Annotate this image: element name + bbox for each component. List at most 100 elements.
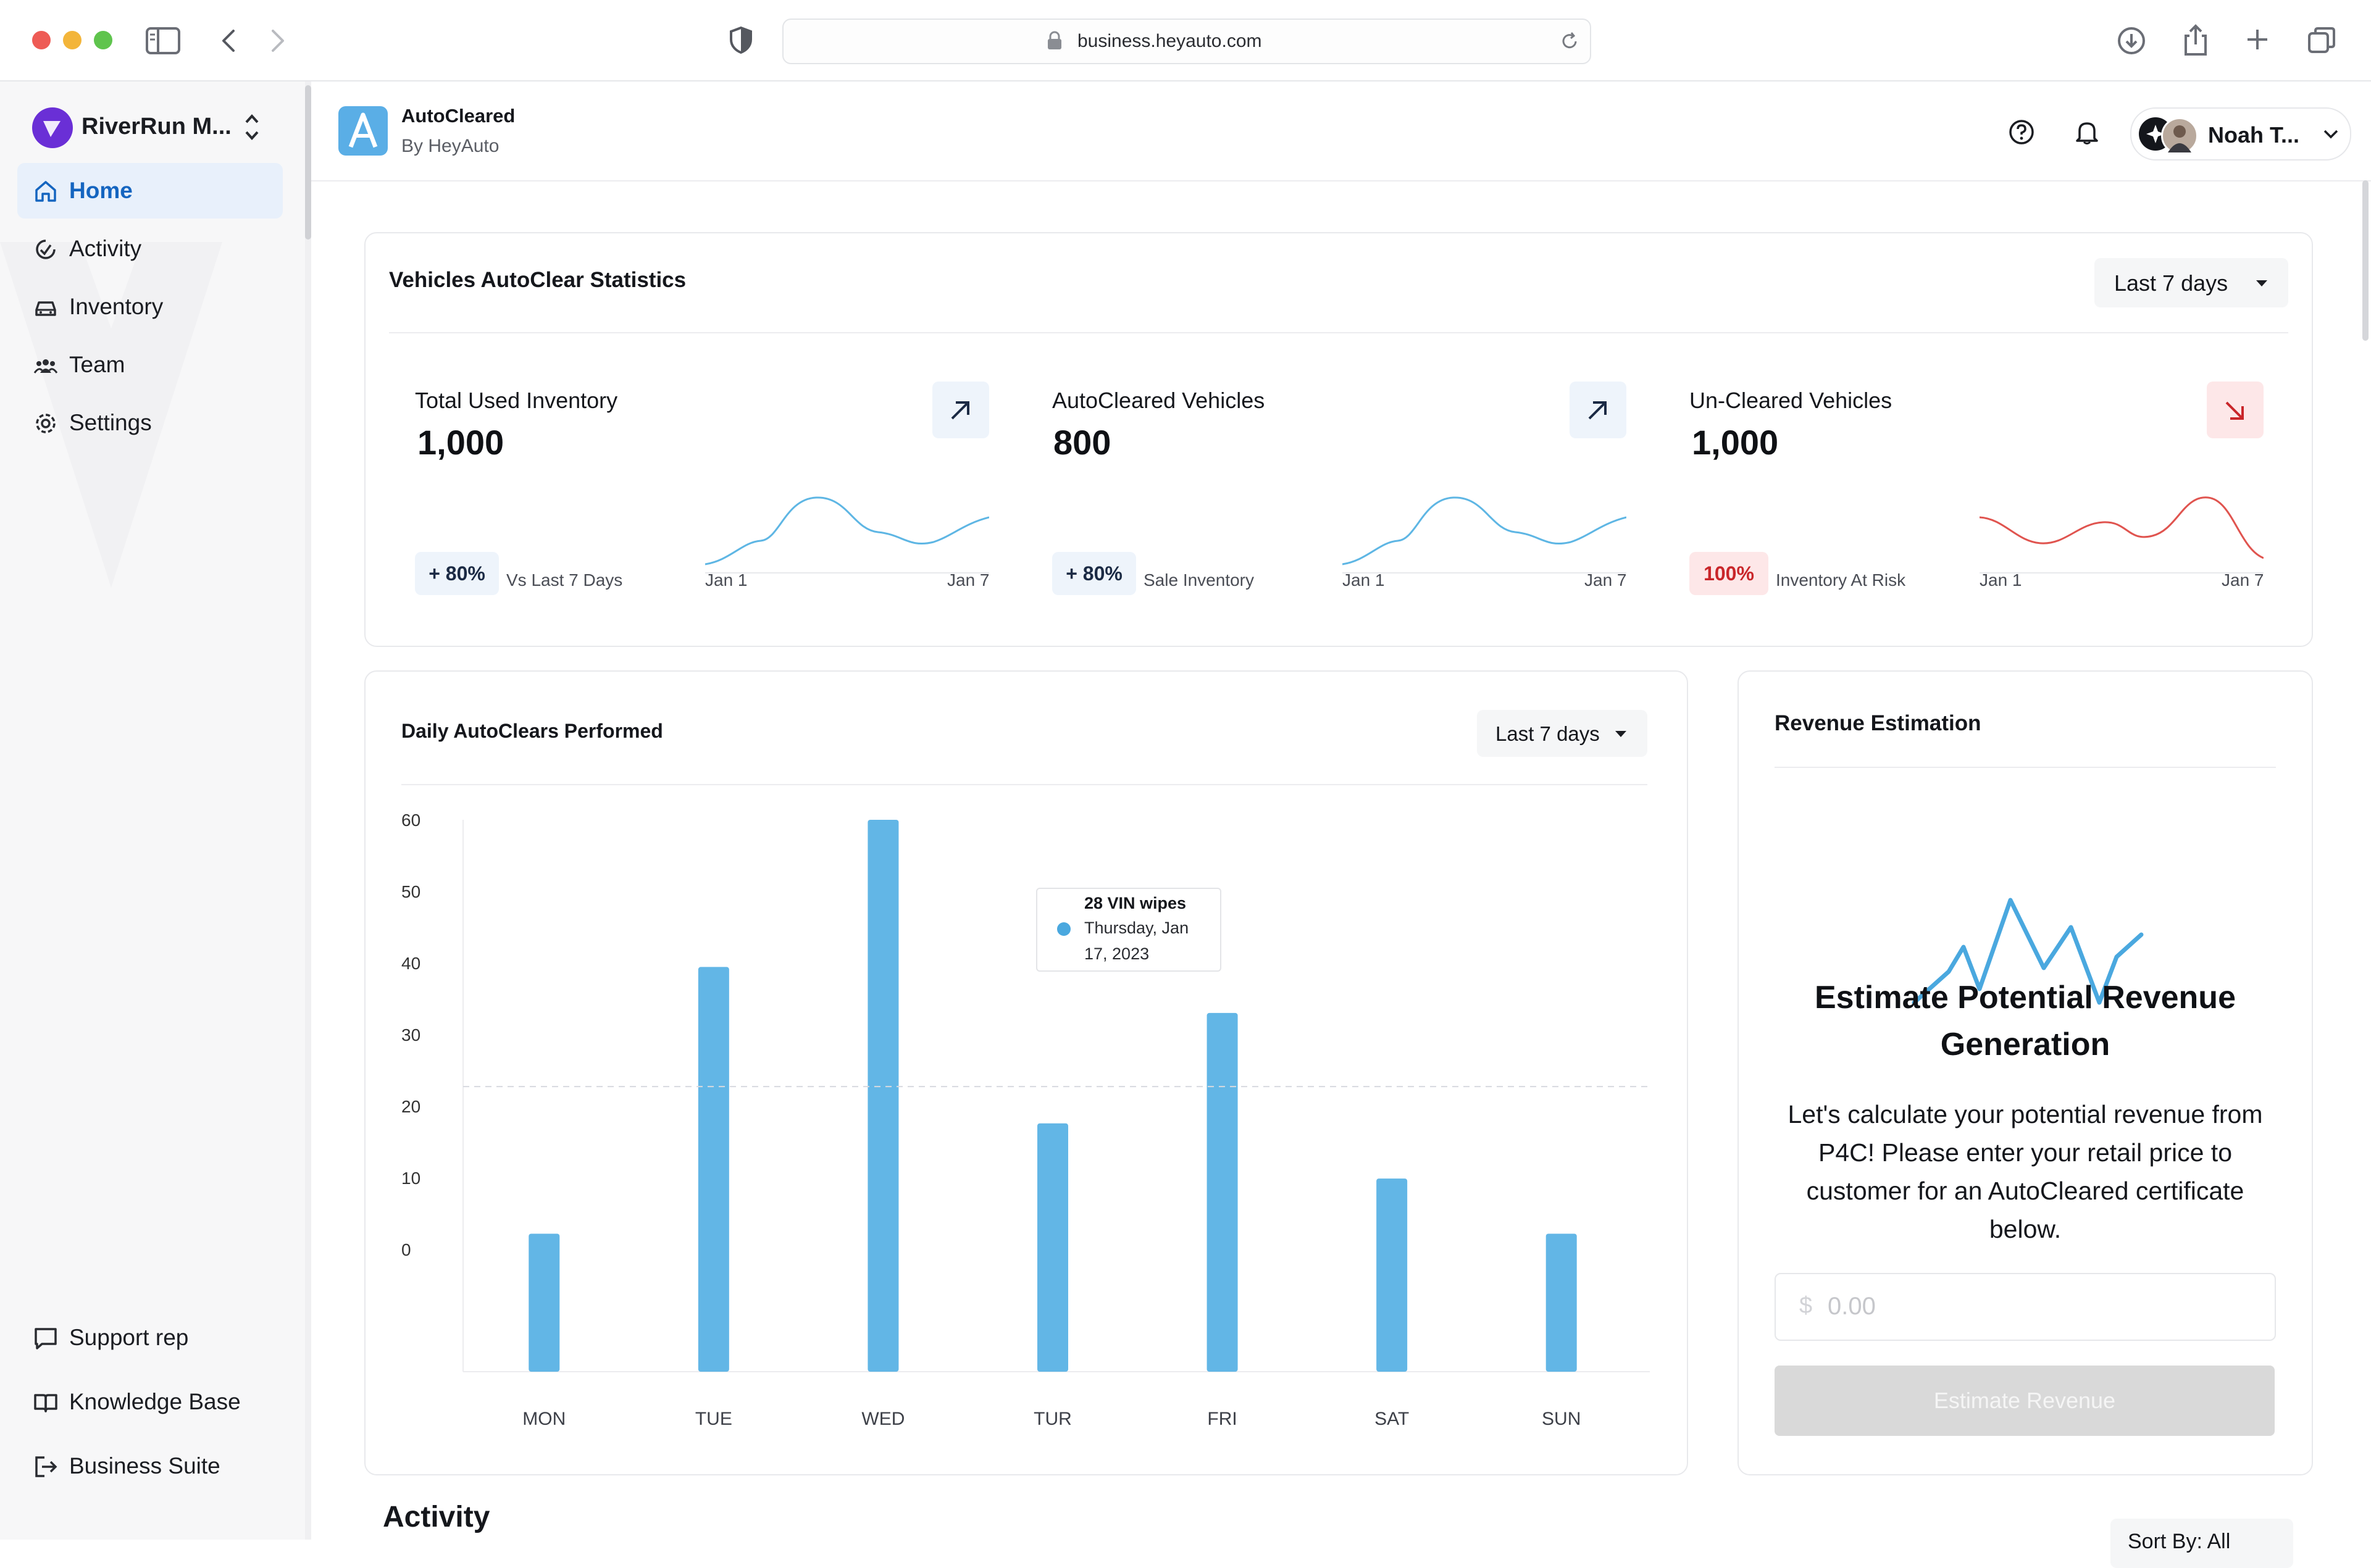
sparkline-chart [705,496,989,573]
sidebar-toggle-icon[interactable] [146,27,180,54]
org-name[interactable]: RiverRun M... [82,114,232,140]
stat-uncleared-vehicles: Un-Cleared Vehicles 1,000 100% Inventory… [1689,382,2270,628]
estimate-revenue-button[interactable]: Estimate Revenue [1775,1366,2275,1436]
tab-overview-icon[interactable] [2307,26,2336,56]
home-icon [35,181,56,202]
y-tick-label: 10 [401,1169,420,1188]
chart-tooltip: 28 VIN wipes Thursday, Jan 17, 2023 [1036,888,1221,972]
tooltip-line1: Thursday, Jan [1084,919,1189,937]
x-tick-label: FRI [1207,1409,1237,1429]
chart-bar[interactable] [1545,1233,1577,1372]
stats-range-label: Last 7 days [2114,270,2228,296]
y-tick-label: 60 [401,811,420,830]
stat-change-badge: + 80% [415,552,499,595]
chart-bar[interactable] [1206,1012,1238,1372]
download-icon[interactable] [2117,26,2146,56]
team-icon [33,359,58,373]
arrow-up-right-icon [1588,401,1607,420]
forward-icon[interactable] [269,28,286,53]
back-icon[interactable] [220,28,237,53]
caret-down-icon [2256,280,2267,286]
y-tick-label: 40 [401,954,420,973]
trend-up-button[interactable] [1570,382,1626,438]
sidebar-item-label: Team [69,352,125,377]
avatar [2161,117,2198,154]
y-tick-label: 30 [401,1025,420,1045]
stat-value: 1,000 [1692,423,1779,462]
new-tab-icon[interactable] [2245,27,2270,52]
revenue-title: Revenue Estimation [1775,711,1981,735]
sparkline-start-label: Jan 1 [1342,570,1385,590]
revenue-description: Let's calculate your potential revenue f… [1739,1095,2312,1248]
tooltip-series-dot [1057,922,1071,936]
app-subtitle: By HeyAuto [401,136,500,156]
sparkline-line [1342,496,1626,565]
chat-icon [35,1328,57,1349]
sidebar-item-team[interactable]: Team [17,337,283,393]
stats-range-dropdown[interactable]: Last 7 days [2094,258,2288,307]
sidebar-item-label: Support rep [69,1325,189,1350]
url-text: business.heyauto.com [1077,31,1262,51]
stat-note: Sale Inventory [1144,570,1254,590]
shield-icon[interactable] [729,26,753,54]
reload-icon[interactable] [1559,31,1580,52]
chart-bar[interactable] [1376,1178,1408,1372]
daily-autoclears-card: Daily AutoClears Performed Last 7 days 6… [364,670,1688,1475]
chart-bar[interactable] [868,820,899,1372]
revenue-card: Revenue Estimation Estimate Potential Re… [1737,670,2313,1475]
help-icon[interactable] [2008,119,2035,146]
sidebar-item-settings[interactable]: Settings [17,395,283,451]
user-menu[interactable]: Noah T... [2130,107,2351,161]
sidebar-item-inventory[interactable]: Inventory [17,279,283,335]
trend-up-button[interactable] [932,382,989,438]
address-bar[interactable]: business.heyauto.com [782,19,1591,64]
minimize-window-button[interactable] [63,31,82,49]
stat-label: Un-Cleared Vehicles [1689,388,1892,413]
sidebar-item-business-suite[interactable]: Business Suite [17,1438,283,1494]
tooltip-title: 28 VIN wipes [1084,894,1187,912]
revenue-heading-line2: Generation [1940,1027,2110,1062]
activity-heading: Activity [383,1501,490,1533]
sidebar-item-knowledge-base[interactable]: Knowledge Base [17,1374,283,1430]
y-tick-label: 20 [401,1097,420,1116]
sidebar-item-support-rep[interactable]: Support rep [17,1310,283,1366]
sidebar-item-label: Activity [69,236,142,261]
trend-down-button[interactable] [2207,382,2264,438]
sidebar-scrollbar[interactable] [305,85,311,240]
close-window-button[interactable] [32,31,51,49]
sparkline-end-label: Jan 7 [947,570,990,590]
chart-bar[interactable] [1037,1123,1068,1372]
sidebar-item-label: Settings [69,410,152,435]
price-placeholder: 0.00 [1828,1293,1876,1320]
activity-sort-dropdown[interactable]: Sort By: All [2110,1519,2293,1568]
share-icon[interactable] [2182,23,2209,57]
x-tick-label: TUE [695,1409,732,1429]
chart-bar[interactable] [529,1233,560,1372]
stat-change-badge: 100% [1689,552,1768,595]
bell-icon[interactable] [2075,119,2099,146]
book-icon [34,1394,57,1412]
autocleared-logo [338,106,388,156]
stats-card: Vehicles AutoClear Statistics Last 7 day… [364,232,2313,647]
sidebar-item-home[interactable]: Home [17,163,283,219]
revenue-heading: Estimate Potential Revenue Generation [1739,974,2312,1068]
revenue-desc-line3: customer for an AutoCleared certificate [1806,1177,2244,1205]
price-input-field[interactable]: $ 0.00 [1775,1273,2276,1341]
x-tick-label: MON [522,1409,566,1429]
activity-sort-label: Sort By: All [2128,1530,2231,1553]
maximize-window-button[interactable] [94,31,112,49]
sidebar-item-activity[interactable]: Activity [17,221,283,277]
daily-range-dropdown[interactable]: Last 7 days [1477,710,1647,757]
y-tick-label: 0 [401,1240,411,1259]
y-tick-label: 50 [401,882,420,901]
org-switcher-icon[interactable] [243,111,261,143]
page-scrollbar[interactable] [2362,180,2369,341]
chart-bar[interactable] [698,967,729,1372]
stat-note: Inventory At Risk [1776,570,1906,590]
lock-icon [1048,31,1061,49]
daily-chart-title: Daily AutoClears Performed [401,720,663,742]
sidebar-watermark [0,242,222,588]
revenue-desc-line1: Let's calculate your potential revenue f… [1788,1100,2263,1128]
sparkline-start-label: Jan 1 [705,570,748,590]
app-name: AutoCleared [401,105,516,127]
